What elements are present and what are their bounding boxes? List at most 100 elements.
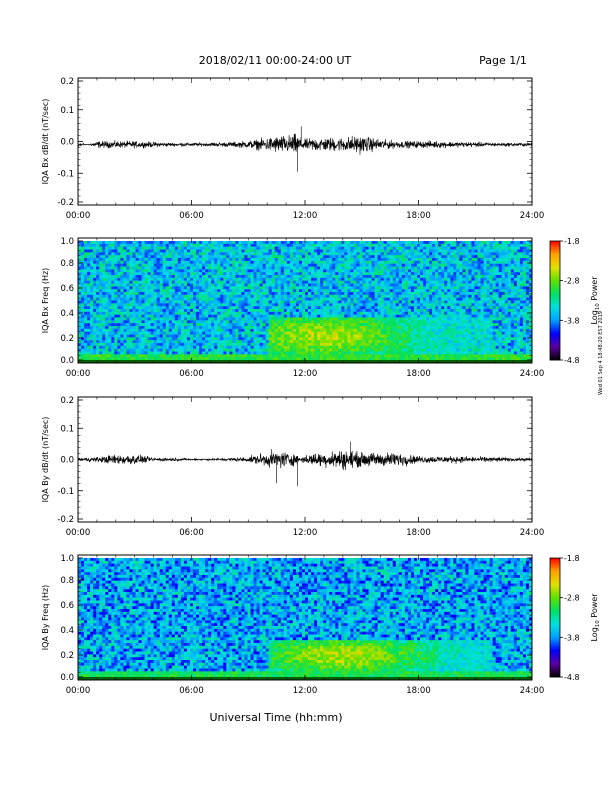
spectrogram-cell (320, 269, 324, 273)
spectrogram-cell (420, 289, 424, 293)
spectrogram-cell (389, 340, 394, 344)
spectrogram-cell (289, 357, 294, 361)
spectrogram-cell (250, 252, 254, 256)
spectrogram-cell (274, 277, 279, 281)
spectrogram-cell (395, 252, 400, 256)
spectrogram-cell (159, 243, 164, 247)
spectrogram-cell (223, 357, 227, 361)
spectrogram-cell (117, 331, 121, 335)
spectrogram-cell (380, 309, 384, 313)
spectrogram-cell (308, 286, 312, 290)
spectrogram-cell (220, 294, 224, 298)
spectrogram-cell (84, 286, 88, 290)
spectrogram-cell (211, 309, 215, 313)
spectrogram-cell (317, 323, 321, 327)
spectrogram-cell (180, 272, 185, 276)
spectrogram-cell (229, 357, 233, 361)
spectrogram-cell (78, 303, 82, 307)
spectrogram-cell (141, 275, 145, 279)
spectrogram-cell (265, 300, 269, 304)
spectrogram-cell (274, 306, 279, 310)
spectrogram-cell (114, 306, 118, 310)
spectrogram-cell (359, 246, 363, 250)
spectrogram-cell (332, 303, 336, 307)
spectrogram-cell (196, 354, 200, 358)
spectrogram-cell (223, 297, 227, 301)
spectrogram-cell (108, 269, 112, 273)
spectrogram-cell (114, 354, 118, 358)
spectrogram-cell (150, 348, 154, 352)
spectrogram-cell (144, 260, 148, 264)
spectrogram-cell (353, 289, 357, 293)
spectrogram-cell (413, 258, 418, 262)
spectrogram-cell (423, 320, 427, 324)
spectrogram-cell (235, 351, 239, 355)
spectrogram-cell (208, 314, 212, 318)
spectrogram-cell (81, 246, 85, 250)
spectrogram-cell (117, 252, 121, 256)
spectrogram-cell (410, 328, 415, 332)
spectrogram-cell (135, 351, 139, 355)
spectrogram-cell (153, 328, 157, 332)
spectrogram-cell (150, 331, 154, 335)
spectrogram-cell (292, 334, 297, 338)
spectrogram-cell (153, 343, 157, 347)
spectrogram-cell (420, 249, 424, 253)
spectrogram-cell (401, 306, 406, 310)
spectrogram-cell (78, 241, 82, 245)
spectrogram-cell (153, 246, 157, 250)
spectrogram-cell (423, 272, 427, 276)
spectrogram-cell (90, 320, 94, 324)
spectrogram-cell (177, 275, 182, 279)
spectrogram-cell (268, 311, 273, 315)
spectrogram-cell (108, 309, 112, 313)
spectrogram-cell (395, 277, 400, 281)
spectrogram-cell (429, 266, 433, 270)
spectrogram-cell (214, 337, 218, 341)
spectrogram-cell (368, 351, 372, 355)
spectrogram-cell (165, 243, 170, 247)
spectrogram-cell (265, 328, 269, 332)
spectrogram-cell (377, 260, 381, 264)
spectrogram-cell (305, 309, 309, 313)
spectrogram-cell (341, 354, 345, 358)
spectrogram-cell (153, 283, 157, 287)
spectrogram-cell (353, 252, 357, 256)
spectrogram-cell (174, 331, 179, 335)
spectrogram-cell (147, 292, 151, 296)
spectrogram-cell (171, 320, 176, 324)
spectrogram-cell (238, 306, 242, 310)
spectrogram-cell (105, 331, 109, 335)
spectrogram-cell (153, 255, 157, 259)
spectrogram-cell (335, 337, 339, 341)
spectrogram-cell (398, 252, 403, 256)
spectrogram-cell (171, 309, 176, 313)
spectrogram-cell (274, 320, 279, 324)
spectrogram-cell (144, 311, 148, 315)
spectrogram-cell (356, 286, 360, 290)
spectrogram-cell (401, 280, 406, 284)
spectrogram-cell (407, 243, 412, 247)
spectrogram-cell (153, 249, 157, 253)
spectrogram-cell (208, 311, 212, 315)
spectrogram-cell (159, 263, 164, 267)
spectrogram-cell (323, 241, 327, 245)
spectrogram-cell (389, 249, 394, 253)
spectrogram-cell (301, 266, 306, 270)
spectrogram-cell (138, 337, 142, 341)
spectrogram-cell (389, 337, 394, 341)
spectrogram-cell (108, 303, 112, 307)
spectrogram-cell (320, 260, 324, 264)
spectrogram-cell (311, 317, 315, 321)
spectrogram-cell (311, 286, 315, 290)
spectrogram-cell (377, 286, 381, 290)
spectrogram-cell (193, 331, 197, 335)
spectrogram-cell (238, 289, 242, 293)
spectrogram-cell (380, 348, 384, 352)
spectrogram-cell (111, 357, 115, 361)
spectrogram-cell (404, 266, 409, 270)
spectrogram-cell (353, 348, 357, 352)
spectrogram-cell (223, 326, 227, 330)
spectrogram-cell (244, 323, 248, 327)
spectrogram-cell (286, 331, 291, 335)
